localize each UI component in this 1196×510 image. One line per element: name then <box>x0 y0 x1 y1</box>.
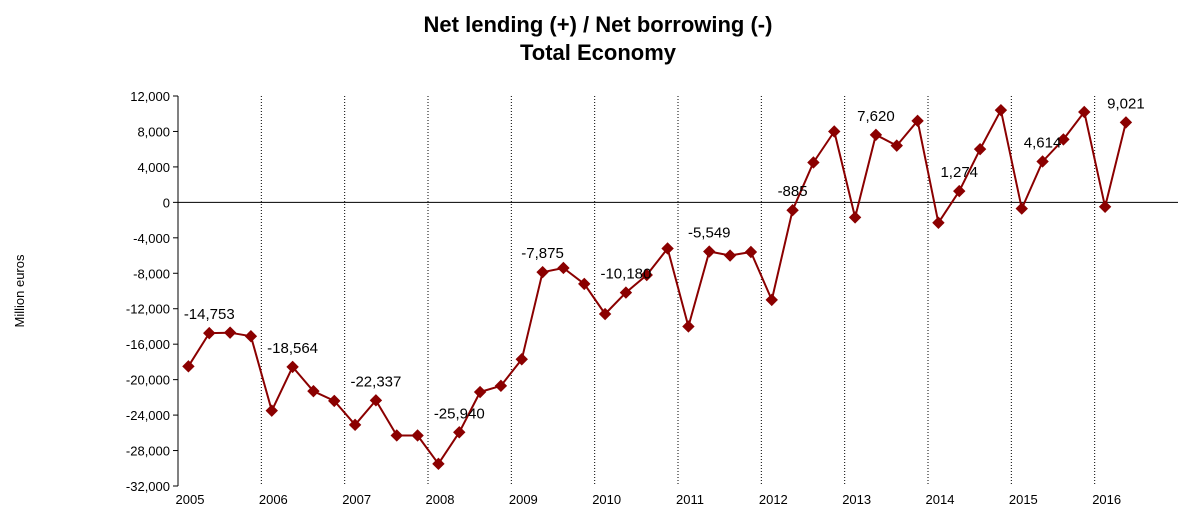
data-label: 9,021 <box>1107 95 1145 112</box>
y-axis-label: Million euros <box>12 254 27 327</box>
data-point-marker <box>390 429 403 442</box>
x-tick-label: 2016 <box>1092 492 1121 507</box>
data-point-marker <box>1078 105 1091 119</box>
data-point-marker <box>244 329 258 343</box>
x-tick-label: 2011 <box>676 492 704 507</box>
data-point-marker <box>932 216 945 229</box>
data-label: -10,180 <box>600 266 651 283</box>
y-tick-label: 12,000 <box>130 89 170 104</box>
series-line <box>187 109 1127 465</box>
y-tick-label: -24,000 <box>126 408 170 423</box>
data-point-marker <box>640 268 653 282</box>
data-point-marker <box>723 249 737 262</box>
y-tick-label: 8,000 <box>137 124 170 139</box>
data-point-marker <box>1015 202 1028 215</box>
data-point-marker <box>765 293 778 307</box>
data-point-marker <box>494 379 508 393</box>
data-point-marker <box>536 265 549 279</box>
data-label: 1,274 <box>940 164 978 181</box>
x-tick-label: 2008 <box>426 492 455 507</box>
data-point-marker <box>473 385 487 399</box>
data-label: -22,337 <box>350 373 401 390</box>
data-point-marker <box>807 156 820 169</box>
data-point-marker <box>348 418 362 432</box>
data-point-marker <box>703 245 716 258</box>
data-point-marker <box>786 204 799 217</box>
y-tick-label: -20,000 <box>126 373 170 388</box>
data-label: -5,549 <box>688 225 731 242</box>
data-point-marker <box>328 394 341 408</box>
data-point-marker <box>911 114 924 128</box>
chart-subtitle: Total Economy <box>519 40 677 65</box>
y-tick-label: -16,000 <box>126 337 170 352</box>
data-point-marker <box>973 142 987 156</box>
data-point-marker <box>744 245 758 259</box>
x-tick-label: 2005 <box>176 492 205 507</box>
data-point-marker <box>1057 133 1070 146</box>
x-tick-label: 2012 <box>759 492 788 507</box>
data-point-marker <box>515 353 528 366</box>
data-point-marker <box>1119 116 1133 129</box>
y-tick-label: -32,000 <box>126 479 170 494</box>
data-point-marker <box>182 360 195 373</box>
y-tick-label: -8,000 <box>133 266 170 281</box>
x-tick-label: 2009 <box>509 492 538 507</box>
y-tick-label: 0 <box>163 195 170 210</box>
data-point-marker <box>828 125 841 138</box>
data-point-marker <box>661 242 674 255</box>
x-tick-label: 2010 <box>592 492 621 507</box>
data-point-marker <box>682 320 695 333</box>
x-tick-label: 2013 <box>842 492 871 507</box>
data-point-marker <box>1098 200 1112 214</box>
data-point-marker <box>578 277 591 291</box>
x-tick-label: 2014 <box>926 492 955 507</box>
data-point-marker <box>286 360 299 374</box>
y-tick-label: 4,000 <box>137 160 170 175</box>
data-point-marker <box>265 404 278 417</box>
data-point-marker <box>307 384 320 398</box>
data-label: 4,614 <box>1024 134 1062 151</box>
data-point-marker <box>557 261 570 275</box>
data-label: 7,620 <box>857 108 895 125</box>
data-point-marker <box>619 286 633 299</box>
y-tick-label: -4,000 <box>133 231 170 246</box>
data-point-marker <box>994 103 1008 117</box>
data-point-marker <box>953 184 966 198</box>
data-point-marker <box>432 457 445 471</box>
y-tick-label: -28,000 <box>126 444 170 459</box>
data-point-marker <box>848 211 862 224</box>
chart-title: Net lending (+) / Net borrowing (-) <box>423 12 773 37</box>
data-point-marker <box>369 394 383 407</box>
data-label: -7,875 <box>521 245 564 262</box>
data-point-marker <box>1036 155 1049 168</box>
data-point-marker <box>223 326 237 339</box>
data-point-marker <box>203 326 216 340</box>
x-tick-label: 2015 <box>1009 492 1038 507</box>
y-tick-label: -12,000 <box>126 302 170 317</box>
data-point-marker <box>453 426 466 439</box>
data-point-marker <box>598 307 612 321</box>
x-tick-label: 2007 <box>342 492 371 507</box>
data-point-marker <box>890 139 903 152</box>
data-label: -14,753 <box>184 306 235 323</box>
data-point-marker <box>411 429 424 442</box>
data-label: -18,564 <box>267 340 318 357</box>
data-point-marker <box>869 128 883 142</box>
x-tick-label: 2006 <box>259 492 288 507</box>
data-label: -885 <box>778 183 808 200</box>
data-label: -25,940 <box>434 405 485 422</box>
